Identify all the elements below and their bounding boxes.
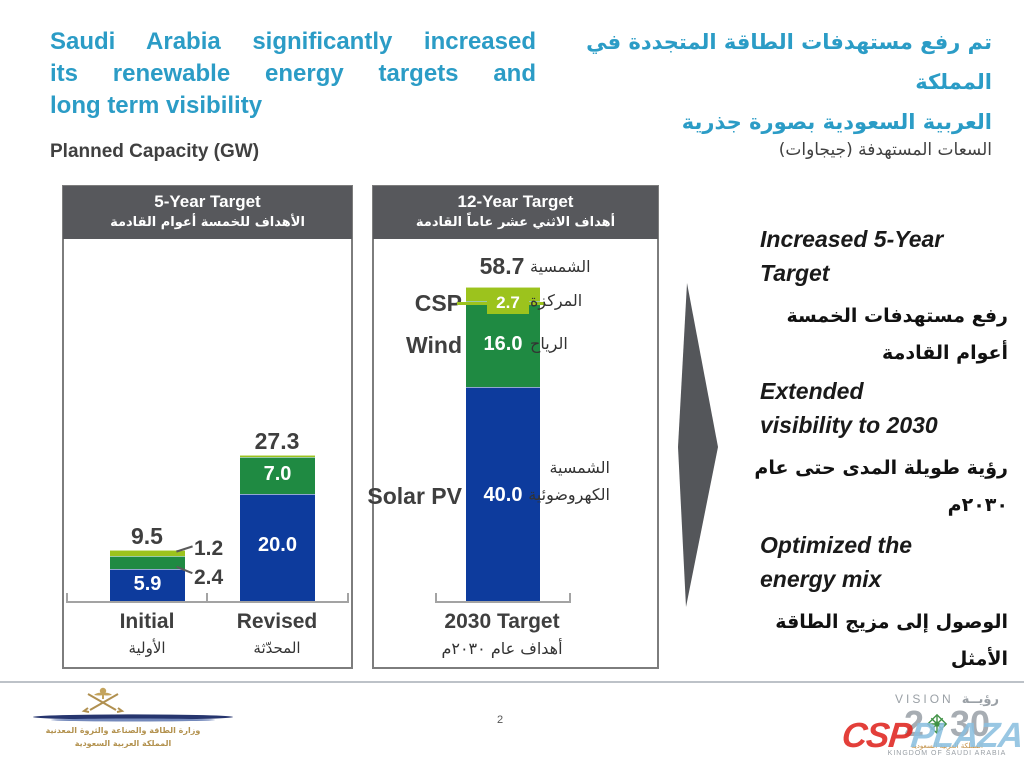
axis-tick xyxy=(435,593,437,602)
panel-title: 5-Year Target xyxy=(154,192,261,211)
csp-series-label: CSP xyxy=(414,290,462,316)
takeaway-en-line: Target xyxy=(760,260,830,286)
panel-5-year-target: 5-Year Target الأهداف للخمسة أعوام القاد… xyxy=(62,185,353,669)
revised-wind-value: 7.0 xyxy=(263,463,292,485)
category-2030-target-ar: أهداف عام ٢٠٣٠م xyxy=(441,639,563,658)
title-line: Saudi Arabia significantly increased xyxy=(50,28,536,55)
vision-year-2: 2 xyxy=(903,703,924,744)
takeaway-ar-line: رؤية طويلة المدى حتى عام xyxy=(754,457,1008,479)
initial-wind-value: 2.4 xyxy=(194,566,224,589)
vision-2030-year: 2 30 xyxy=(872,703,1022,744)
subtitle-planned-capacity: Planned Capacity (GW) xyxy=(50,141,260,162)
page-number: 2 xyxy=(496,714,504,726)
axis-tick xyxy=(206,593,208,602)
panel-header-12-year: 12-Year Target أهداف الاثني عشر عاماً ال… xyxy=(373,186,658,239)
ministry-text-line1: وزارة الطاقة والصناعة والثروة المعدنية xyxy=(45,726,201,735)
axis-tick xyxy=(66,593,68,602)
watermark-plaza: PLAZA xyxy=(908,716,1024,755)
initial-pv-value: 5.9 xyxy=(133,573,162,595)
revised-total-label: 27.3 xyxy=(254,428,300,454)
revised-csp-segment xyxy=(240,455,315,457)
x-axis xyxy=(66,601,349,603)
revised-solar-pv-segment: 20.0 xyxy=(240,494,315,601)
vision-sub-arabic: المملكة العربية السعودية xyxy=(911,742,983,750)
takeaway-ar-line: رفع مستهدفات الخمسة xyxy=(786,305,1008,327)
pv-label-ar-line1: الشمسية xyxy=(549,458,610,477)
ministry-logo-text: وزارة الطاقة والصناعة والثروة المعدنية ا… xyxy=(28,724,218,750)
vision-sub-english: KINGDOM OF SAUDI ARABIA xyxy=(887,750,1007,757)
vision-palm-emblem-icon xyxy=(926,713,948,735)
initial-csp-value: 1.2 xyxy=(194,537,224,560)
csp-label-ar-line2: المركزة xyxy=(530,291,583,310)
target-wind-segment: 16.0 xyxy=(466,301,540,387)
revised-wind-segment: 7.0 xyxy=(240,457,315,494)
takeaway-en-line: Extended xyxy=(760,378,864,404)
takeaway-ar-line: الأمثل xyxy=(950,648,1008,670)
vision-logo-wordmark: VISION رؤيــة xyxy=(872,692,1022,707)
pv-label-ar-line2: الكهروضوئية xyxy=(528,485,610,504)
target-wind-value: 16.0 xyxy=(483,333,523,355)
revised-pv-value: 20.0 xyxy=(258,534,297,556)
x-axis xyxy=(435,601,571,603)
cspplaza-watermark: CSPPLAZA xyxy=(840,716,1024,756)
csp-dash-left xyxy=(457,302,487,305)
vision-year-30: 30 xyxy=(949,703,991,744)
footer-divider xyxy=(0,681,1024,683)
target-total-label: 58.7 xyxy=(479,253,525,279)
vision-label-ar: رؤيــة xyxy=(961,692,999,707)
vision-label: VISION xyxy=(895,692,954,706)
category-initial: Initial xyxy=(119,610,175,633)
title-line-ar: تم رفع مستهدفات الطاقة المتجددة في الممل… xyxy=(586,30,992,94)
slide-title-english: Saudi Arabia significantly increased its… xyxy=(50,26,536,122)
category-initial-ar: الأولية xyxy=(128,639,166,657)
csp-label-ar-line1: الشمسية xyxy=(530,257,591,276)
title-line-ar: العربية السعودية بصورة جذرية xyxy=(681,110,992,134)
csp-dash-right xyxy=(529,302,545,305)
slide-title-arabic: تم رفع مستهدفات الطاقة المتجددة في الممل… xyxy=(532,22,992,142)
target-csp-value: 2.7 xyxy=(496,293,520,312)
vision-2030-logo: VISION رؤيــة 2 30 المملكة العربية السعو… xyxy=(872,692,1022,757)
axis-tick xyxy=(569,593,571,602)
initial-solar-pv-segment: 5.9 xyxy=(110,569,185,601)
wind-series-label: Wind xyxy=(406,332,462,358)
takeaway-en-line: visibility to 2030 xyxy=(760,412,938,438)
takeaway-ar-line: ٢٠٣٠م xyxy=(947,494,1008,516)
panel-title-ar: الأهداف للخمسة أعوام القادمة xyxy=(110,215,305,230)
takeaway-ar-line: أعوام القادمة xyxy=(882,342,1008,364)
subtitle-arabic: السعات المستهدفة (جيجاوات) xyxy=(778,140,992,160)
initial-total-label: 9.5 xyxy=(131,523,163,549)
wind-label-ar: الرياح xyxy=(530,334,568,353)
takeaway-en-line: energy mix xyxy=(760,566,882,592)
solar-pv-series-label: Solar PV xyxy=(367,483,462,509)
panel-header-5-year: 5-Year Target الأهداف للخمسة أعوام القاد… xyxy=(63,186,352,239)
axis-tick xyxy=(347,593,349,602)
ministry-emblem-icon xyxy=(33,687,233,722)
initial-wind-segment xyxy=(110,556,185,569)
ministry-of-energy-logo: وزارة الطاقة والصناعة والثروة المعدنية ا… xyxy=(28,686,238,762)
takeaway-increased-target: Increased 5-Year Target رفع مستهدفات الخ… xyxy=(700,222,1008,372)
takeaway-optimized-mix: Optimized the energy mix الوصول إلى مزيج… xyxy=(700,528,1008,678)
takeaway-en-line: Increased 5-Year xyxy=(760,226,944,252)
panel-12-year-target: 12-Year Target أهداف الاثني عشر عاماً ال… xyxy=(367,185,659,669)
target-solar-pv-segment: 40.0 xyxy=(466,387,540,601)
takeaway-ar-line: الوصول إلى مزيج الطاقة xyxy=(775,611,1008,633)
panel-title-ar: أهداف الاثني عشر عاماً القادمة xyxy=(415,215,616,230)
target-pv-value: 40.0 xyxy=(483,484,523,506)
category-revised-ar: المحدّثة xyxy=(253,639,301,657)
target-csp-value-box: 2.7 xyxy=(487,291,529,314)
panel-title: 12-Year Target xyxy=(457,192,574,211)
initial-csp-segment xyxy=(110,550,185,556)
ministry-text-line2: المملكة العربية السعودية xyxy=(74,739,172,748)
title-line: long term visibility xyxy=(50,92,263,119)
takeaway-en-line: Optimized the xyxy=(760,532,913,558)
category-2030-target: 2030 Target xyxy=(444,610,560,633)
category-revised: Revised xyxy=(236,610,318,633)
title-line: its renewable energy targets and xyxy=(50,60,536,87)
watermark-csp: CSP xyxy=(840,716,914,755)
takeaway-extended-visibility: Extended visibility to 2030 رؤية طويلة ا… xyxy=(700,374,1008,524)
right-arrow-shape xyxy=(678,283,718,607)
